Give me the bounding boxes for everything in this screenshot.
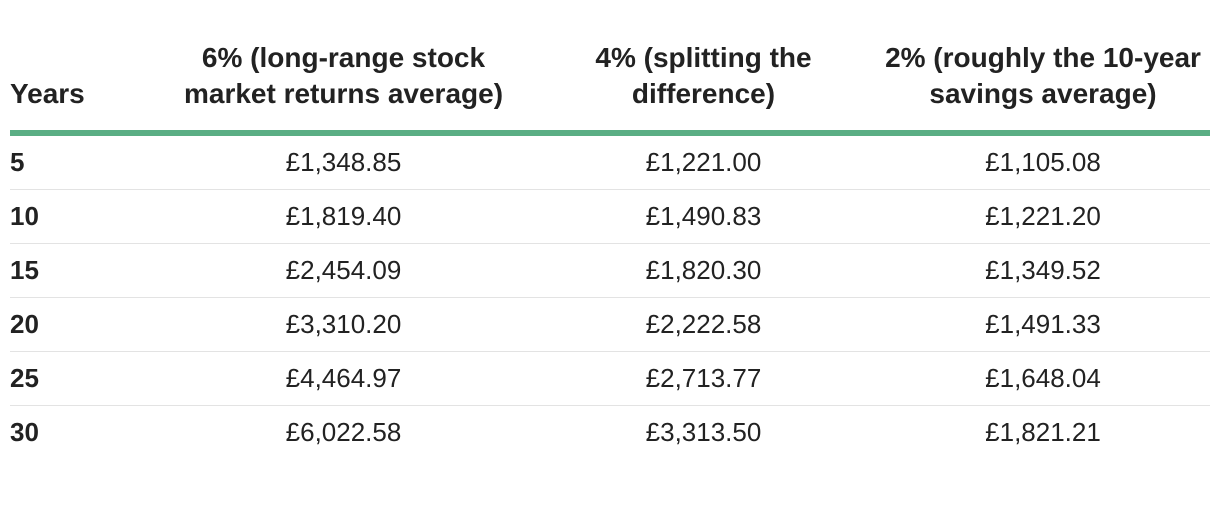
cell-rate-4: £1,221.00 bbox=[531, 133, 876, 190]
cell-rate-2: £1,105.08 bbox=[876, 133, 1210, 190]
returns-table: Years 6% (long-range stock market return… bbox=[10, 40, 1210, 459]
cell-rate-4: £1,820.30 bbox=[531, 243, 876, 298]
table-row: 10 £1,819.40 £1,490.83 £1,221.20 bbox=[10, 189, 1210, 244]
table-row: 30 £6,022.58 £3,313.50 £1,821.21 bbox=[10, 406, 1210, 460]
cell-rate-6: £2,454.09 bbox=[156, 243, 531, 298]
cell-rate-6: £4,464.97 bbox=[156, 351, 531, 406]
table-body: 5 £1,348.85 £1,221.00 £1,105.08 10 £1,81… bbox=[10, 133, 1210, 459]
cell-rate-2: £1,349.52 bbox=[876, 243, 1210, 298]
header-rate-6: 6% (long-range stock market returns aver… bbox=[183, 42, 504, 109]
header-rate-4: 4% (splitting the difference) bbox=[595, 42, 812, 109]
table-row: 5 £1,348.85 £1,221.00 £1,105.08 bbox=[10, 133, 1210, 190]
table-row: 20 £3,310.20 £2,222.58 £1,491.33 bbox=[10, 297, 1210, 352]
cell-rate-2: £1,648.04 bbox=[876, 351, 1210, 406]
cell-years: 25 bbox=[10, 351, 156, 406]
cell-rate-6: £1,348.85 bbox=[156, 133, 531, 190]
table-row: 25 £4,464.97 £2,713.77 £1,648.04 bbox=[10, 351, 1210, 406]
cell-rate-4: £2,222.58 bbox=[531, 297, 876, 352]
cell-years: 5 bbox=[10, 133, 156, 190]
cell-rate-6: £3,310.20 bbox=[156, 297, 531, 352]
cell-rate-2: £1,221.20 bbox=[876, 189, 1210, 244]
cell-rate-6: £6,022.58 bbox=[285, 417, 402, 447]
header-years: Years bbox=[10, 78, 85, 109]
header-row: Years 6% (long-range stock market return… bbox=[10, 40, 1210, 133]
cell-rate-4: £1,490.83 bbox=[531, 189, 876, 244]
table-row: 15 £2,454.09 £1,820.30 £1,349.52 bbox=[10, 243, 1210, 298]
table-container: Years 6% (long-range stock market return… bbox=[10, 40, 1210, 459]
cell-years: 10 bbox=[10, 189, 156, 244]
cell-rate-4: £2,713.77 bbox=[531, 351, 876, 406]
cell-rate-6: £1,819.40 bbox=[156, 189, 531, 244]
cell-years: 30 bbox=[10, 417, 39, 447]
cell-rate-4: £3,313.50 bbox=[645, 417, 762, 447]
cell-years: 15 bbox=[10, 243, 156, 298]
cell-years: 20 bbox=[10, 297, 156, 352]
cell-rate-2: £1,491.33 bbox=[876, 297, 1210, 352]
cell-rate-2: £1,821.21 bbox=[985, 417, 1101, 447]
table-header: Years 6% (long-range stock market return… bbox=[10, 40, 1210, 133]
header-rate-2: 2% (roughly the 10-year savings average) bbox=[885, 42, 1201, 109]
